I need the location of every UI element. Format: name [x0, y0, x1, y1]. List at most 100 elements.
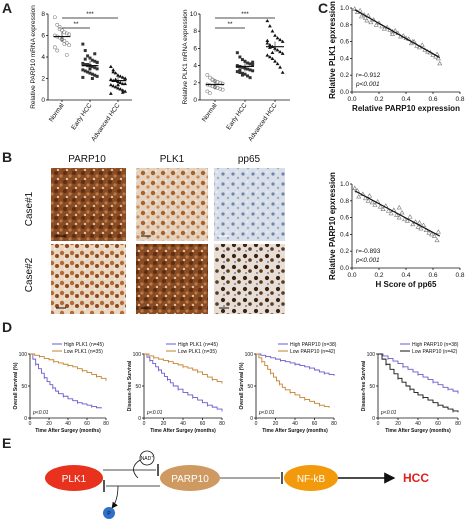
data-point: [251, 60, 255, 64]
data-point: [280, 39, 285, 43]
data-point: [246, 67, 250, 71]
data-point: [248, 62, 252, 66]
data-point: [367, 193, 373, 198]
data-point: [243, 72, 247, 76]
y-tick-label: 4: [41, 54, 45, 61]
data-point: [81, 68, 85, 72]
data-point: [410, 221, 416, 227]
y-axis-label: Relative PARP10 mRNA expression: [30, 5, 37, 109]
y-axis-label: Overall Survival (%): [13, 362, 19, 409]
data-point: [81, 75, 85, 79]
y-tick-label: 0: [250, 416, 253, 422]
data-point: [86, 63, 90, 67]
y-tick-label: 8: [193, 28, 197, 35]
data-point: [431, 233, 437, 238]
y-tick-label: 0.8: [340, 22, 349, 29]
y-tick-label: 50: [247, 384, 253, 390]
data-point: [111, 84, 116, 88]
data-point: [251, 63, 255, 67]
phosphate-node: [103, 507, 115, 519]
x-tick-label: Advanced HCC: [247, 102, 279, 143]
x-tick-label: 40: [415, 421, 421, 427]
ihc-image-case1-pp65: [214, 168, 285, 241]
correlation-r: r=-0.912: [356, 72, 381, 79]
data-point: [389, 31, 396, 36]
data-point: [429, 231, 435, 237]
data-point: [380, 206, 386, 211]
ihc-image-case2-pp65: [214, 244, 285, 314]
legend-entry: Low PLK1 (n=35): [64, 349, 103, 355]
y-tick-label: 2: [41, 76, 45, 83]
data-point: [369, 199, 375, 205]
x-tick-label: Early HCC: [225, 102, 249, 131]
data-point: [93, 59, 97, 63]
y-axis-label: Relative PLK1 mRNA expression: [182, 9, 189, 104]
data-point: [67, 43, 72, 48]
x-tick-label: 0.4: [401, 272, 410, 279]
nfkb-node-label: NF-kB: [297, 474, 326, 485]
data-point: [215, 80, 220, 84]
data-point: [205, 73, 210, 77]
correlation-r: r=-0.893: [356, 248, 381, 255]
data-point: [434, 237, 440, 243]
y-tick-label: 100: [19, 352, 28, 358]
data-point: [364, 17, 370, 23]
p-value: p<0.01: [258, 410, 275, 416]
panel-label-e: E: [2, 435, 11, 451]
y-tick-label: 4: [193, 63, 197, 70]
data-point: [88, 56, 92, 60]
x-tick-label: 40: [65, 421, 71, 427]
data-point: [377, 204, 383, 209]
data-point: [52, 15, 57, 20]
data-point: [81, 42, 85, 46]
y-tick-label: 100: [367, 352, 376, 358]
data-point: [95, 74, 99, 78]
data-point: [83, 49, 87, 53]
y-tick-label: 0.6: [340, 215, 349, 222]
data-point: [108, 64, 113, 68]
data-point: [62, 42, 67, 47]
data-point: [55, 22, 60, 27]
x-tick-label: 0.0: [347, 272, 356, 279]
data-point: [218, 86, 223, 91]
ihc-image-case1-plk1: [136, 168, 208, 241]
data-point: [235, 51, 239, 55]
data-point: [270, 50, 275, 54]
x-tick-label: 0: [255, 421, 258, 427]
data-point: [118, 74, 123, 78]
data-point: [243, 59, 247, 63]
data-point: [268, 43, 272, 47]
plk1-node: [45, 465, 103, 491]
data-point: [123, 76, 128, 80]
data-point: [268, 24, 272, 28]
data-point: [240, 73, 244, 77]
data-point: [435, 229, 441, 234]
ihc-panel: PARP10 PLK1 pp65 Case#1 Case#2: [24, 154, 285, 314]
data-point: [419, 42, 425, 47]
data-point: [402, 216, 408, 222]
x-tick-label: 60: [435, 421, 441, 427]
data-point: [278, 65, 282, 69]
ihc-column-parp10: PARP10: [68, 154, 106, 165]
data-point: [86, 70, 90, 74]
pathway-diagram: PLK1 PARP10 NF-kB HCC NAD+ P: [45, 450, 429, 519]
data-point: [416, 220, 423, 225]
ihc-image-case1-parp10: [51, 168, 126, 241]
y-tick-label: 1.0: [340, 181, 349, 188]
x-tick-label: 80: [455, 421, 461, 427]
legend-entry: Low PLK1 (n=35): [178, 349, 217, 355]
legend-entry: Low PARP10 (n=42): [412, 349, 458, 355]
y-axis-label: Relative PARP10 epxression: [328, 172, 337, 280]
data-point: [388, 210, 394, 216]
parp10-node: [160, 465, 220, 491]
data-point: [120, 88, 125, 92]
survival-curve: [30, 353, 107, 381]
data-point: [93, 73, 97, 77]
x-axis-label: Time After Surgey (months): [262, 428, 328, 434]
data-point: [396, 204, 402, 210]
nad-curve: [133, 459, 141, 479]
data-point: [108, 83, 113, 87]
data-point: [240, 58, 244, 62]
data-point: [238, 55, 242, 59]
data-point: [246, 74, 250, 78]
